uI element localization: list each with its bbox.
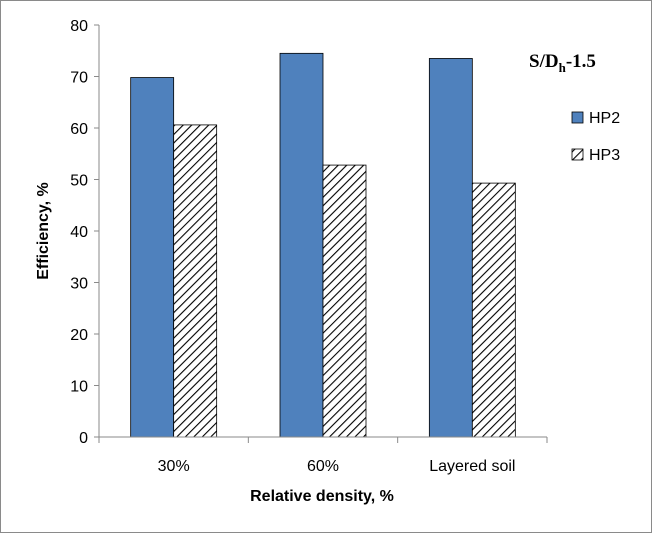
y-tick-label: 60 [70,121,88,138]
bar-hp2-2 [279,52,324,438]
bar-hp2-3 [428,58,473,438]
legend-label-hp2: HP2 [589,110,620,127]
legend-swatch-hp3 [571,148,584,161]
y-tick-label: 70 [70,70,88,87]
legend-label-hp3: HP3 [589,147,620,164]
x-tick-label: 60% [307,458,339,475]
x-tick-label: 30% [158,458,190,475]
y-tick-label: 20 [70,327,88,344]
annotation-suffix: -1.5 [566,51,596,72]
y-axis-ticks: 0 10 20 30 40 50 60 70 80 [70,18,99,447]
annotation-sub: h [559,60,567,75]
legend-swatch-hp2 [571,111,584,124]
y-tick-label: 0 [79,430,88,447]
bar-hp2-1 [130,77,175,438]
axes [98,25,548,443]
bar-hp3-1 [173,124,218,438]
bar-hp3-3 [471,182,516,438]
x-axis-ticks: 30% 60% Layered soil [158,458,516,475]
ratio-annotation: S/Dh-1.5 [529,51,596,75]
x-tick-label: Layered soil [429,458,515,475]
bar-hp3-2 [322,164,367,438]
y-tick-label: 40 [70,224,88,241]
annotation-main: S/D [529,51,559,72]
y-tick-label: 30 [70,276,88,293]
y-axis-title: Efficiency, % [35,182,52,280]
y-tick-label: 10 [70,379,88,396]
x-axis-title: Relative density, % [250,488,394,505]
legend: HP2 HP3 [571,110,620,164]
bars [130,52,516,438]
y-tick-label: 50 [70,173,88,190]
y-tick-label: 80 [70,18,88,35]
